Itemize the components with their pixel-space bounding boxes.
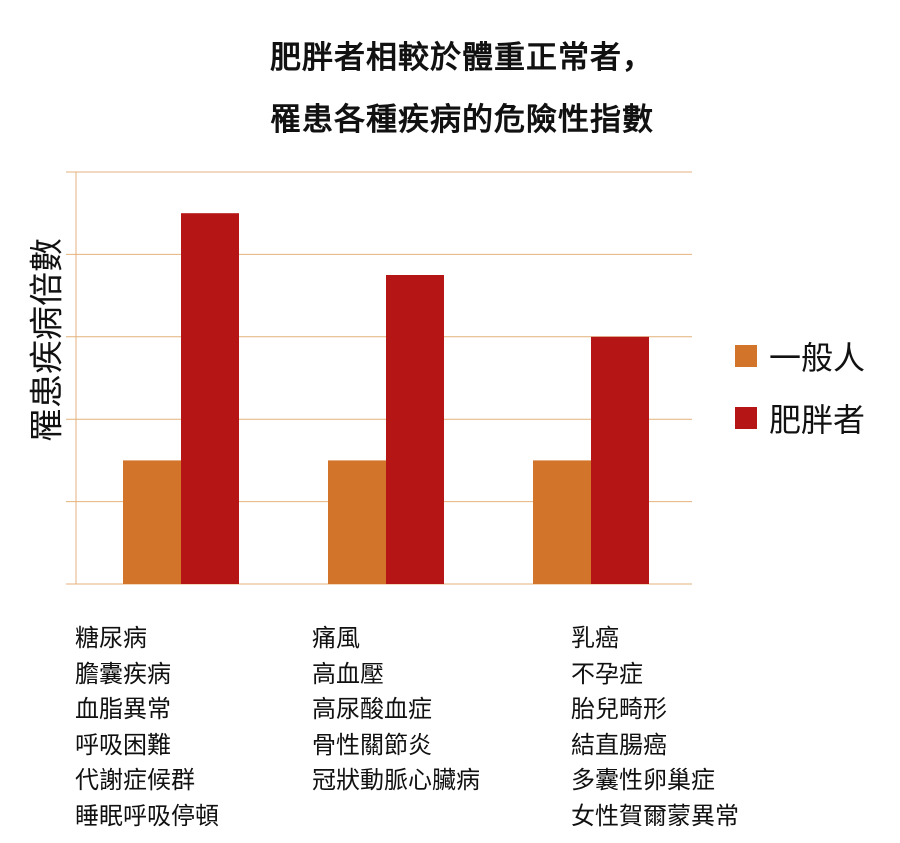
category-label: 多囊性卵巢症 <box>571 766 715 794</box>
legend-swatch-general <box>735 345 757 367</box>
bar-general-group-3 <box>533 460 591 584</box>
category-label: 膽囊疾病 <box>75 659 171 688</box>
category-label: 糖尿病 <box>75 624 147 652</box>
category-label: 睡眠呼吸停頓 <box>75 801 219 830</box>
legend-swatch-obese <box>735 407 757 429</box>
legend-item-obese: 肥胖者 <box>735 398 866 439</box>
chart-title-line1: 肥胖者相較於體重正常者， <box>270 40 654 76</box>
category-label: 結直腸癌 <box>571 730 667 759</box>
category-label: 不孕症 <box>571 659 643 688</box>
bar-general-group-2 <box>328 460 386 584</box>
category-label: 骨性關節炎 <box>312 730 432 759</box>
bar-general-group-1 <box>123 460 181 584</box>
category-label: 代謝症候群 <box>75 766 195 794</box>
category-label: 胎兒畸形 <box>571 695 667 723</box>
category-label: 高血壓 <box>312 659 384 688</box>
legend-label-general: 一般人 <box>769 339 866 377</box>
category-label: 女性賀爾蒙異常 <box>571 801 739 830</box>
category-label: 血脂異常 <box>75 695 171 723</box>
bar-obese-group-1 <box>181 213 239 584</box>
category-label: 乳癌 <box>571 624 619 652</box>
category-label: 高尿酸血症 <box>312 695 432 723</box>
legend-item-general: 一般人 <box>735 336 866 377</box>
category-label: 冠狀動脈心臟病 <box>312 766 480 794</box>
bar-obese-group-3 <box>591 336 649 584</box>
category-label: 呼吸困難 <box>75 730 171 759</box>
category-label-group-2: 痛風高血壓高尿酸血症骨性關節炎冠狀動脈心臟病 <box>312 621 480 799</box>
category-label: 痛風 <box>312 624 360 652</box>
chart-title-line2: 罹患各種疾病的危險性指數 <box>270 102 654 138</box>
category-label-group-3: 乳癌不孕症胎兒畸形結直腸癌多囊性卵巢症 女性賀爾蒙異常 <box>571 621 739 834</box>
legend-label-obese: 肥胖者 <box>769 401 866 439</box>
bar-obese-group-2 <box>386 275 444 584</box>
category-label-group-1: 糖尿病膽囊疾病血脂異常呼吸困難代謝症候群睡眠呼吸停頓 <box>75 621 219 834</box>
